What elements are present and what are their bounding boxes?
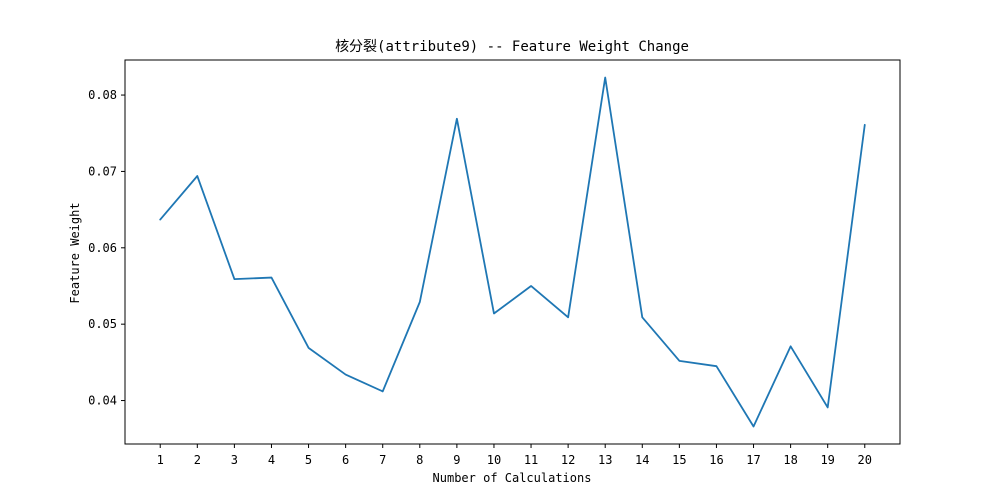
x-tick-label: 5 xyxy=(305,453,312,467)
x-tick-label: 20 xyxy=(858,453,872,467)
x-axis-ticks: 1 2 3 4 5 6 7 8 9 10 11 12 13 14 15 16 17 18 19 20 xyxy=(157,444,872,467)
x-tick-label: 14 xyxy=(635,453,649,467)
x-tick-label: 4 xyxy=(268,453,275,467)
y-tick-label: 0.04 xyxy=(88,394,117,408)
x-tick-label: 9 xyxy=(453,453,460,467)
y-axis-label: Feature Weight xyxy=(68,202,82,303)
feature-weight-line xyxy=(159,76,866,428)
y-tick-label: 0.06 xyxy=(88,241,117,255)
x-tick-label: 15 xyxy=(672,453,686,467)
x-tick-label: 13 xyxy=(598,453,612,467)
y-tick-label: 0.08 xyxy=(88,88,117,102)
x-tick-label: 6 xyxy=(342,453,349,467)
x-tick-label: 1 xyxy=(157,453,164,467)
x-tick-label: 16 xyxy=(709,453,723,467)
x-tick-label: 7 xyxy=(379,453,386,467)
x-tick-label: 10 xyxy=(487,453,501,467)
x-axis-label: Number of Calculations xyxy=(433,471,592,485)
x-tick-label: 19 xyxy=(820,453,834,467)
chart-title: 核分裂(attribute9) -- Feature Weight Change xyxy=(335,39,689,55)
x-tick-label: 8 xyxy=(416,453,423,467)
y-tick-label: 0.07 xyxy=(88,164,117,178)
x-tick-label: 11 xyxy=(524,453,538,467)
x-tick-label: 18 xyxy=(783,453,797,467)
x-tick-label: 12 xyxy=(561,453,575,467)
x-tick-label: 2 xyxy=(194,453,201,467)
x-tick-label: 3 xyxy=(231,453,238,467)
x-tick-label: 17 xyxy=(746,453,760,467)
axes-frame xyxy=(124,59,901,445)
plot-area: 1 2 3 4 5 6 7 8 9 10 11 12 13 14 15 16 17 18 19 20 0.040.05… xyxy=(88,59,901,467)
y-axis-ticks: 0.04 0.05 0.06 0.07 0.08 xyxy=(88,88,125,408)
y-tick-label: 0.05 xyxy=(88,317,117,331)
